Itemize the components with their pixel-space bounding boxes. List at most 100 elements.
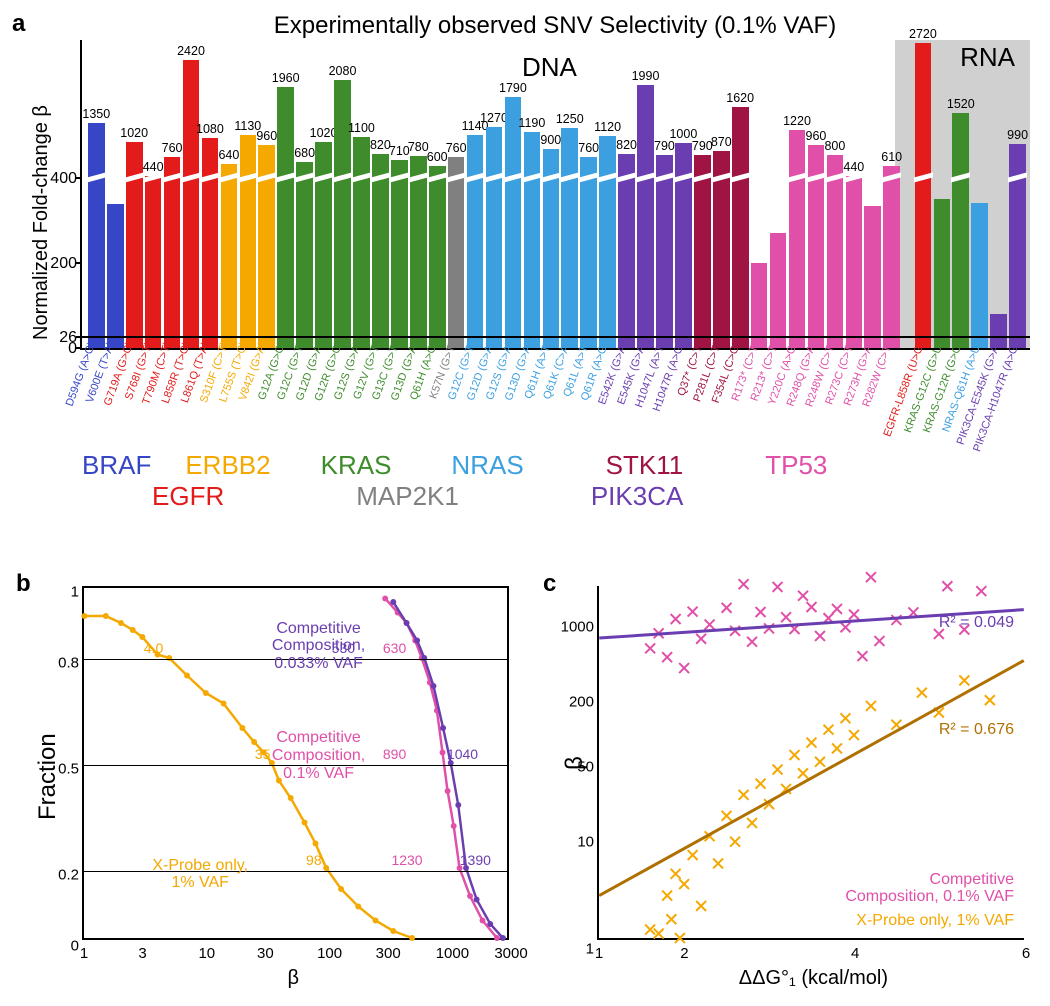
- bar-value: 1990: [632, 69, 660, 83]
- bottom-row: b Fraction β 00.20.50.811310301003001000…: [10, 570, 1040, 990]
- bar: [971, 203, 988, 348]
- y-tick: 0: [44, 938, 79, 955]
- bars-container: 1350102044076024201080640113096019606801…: [88, 40, 1026, 348]
- x-tick: 2: [680, 945, 688, 962]
- bar: 900: [543, 149, 560, 348]
- dna-label: DNA: [522, 52, 577, 83]
- y-tick: 0.2: [44, 867, 79, 884]
- x-tick: 30: [257, 945, 274, 962]
- bar: 2720: [915, 43, 932, 348]
- x-tick: 1: [80, 945, 88, 962]
- bar: 870: [713, 151, 730, 348]
- bar-value: 1250: [556, 112, 584, 126]
- chart-b-area: 00.20.50.81131030100300100030004.0359853…: [82, 586, 509, 940]
- bar: 1130: [240, 135, 257, 348]
- y-tick: 1000: [559, 619, 594, 636]
- bar-value: 1790: [499, 81, 527, 95]
- x-tick: 1: [595, 945, 603, 962]
- bar-value: 960: [806, 129, 827, 143]
- threshold-line: [82, 336, 1030, 338]
- x-tick: 3000: [494, 945, 527, 962]
- annotation: 1230: [391, 852, 422, 868]
- bar: 1990: [637, 85, 654, 348]
- panel-a-title: Experimentally observed SNV Selectivity …: [70, 10, 1040, 40]
- annotation: 35: [255, 746, 271, 762]
- bar: 1620: [732, 107, 749, 348]
- y-tick: 26: [32, 329, 77, 347]
- bar: 960: [258, 145, 275, 348]
- bar: [107, 204, 124, 349]
- bar-value: 760: [446, 141, 467, 155]
- bar-value: 2420: [177, 44, 205, 58]
- bar: [770, 233, 787, 348]
- series-label: CompetitiveComposition,0.1% VAF: [272, 729, 365, 782]
- series-label: X-Probe only,1% VAF: [152, 857, 248, 892]
- bar: 960: [808, 145, 825, 348]
- gene-label: STK11: [606, 450, 684, 481]
- bar-value: 1350: [82, 107, 110, 121]
- bar: 1220: [789, 130, 806, 348]
- bar: 1270: [486, 127, 503, 348]
- panel-a-ylabel: Normalized Fold-change β: [30, 105, 53, 340]
- y-tick: 400: [32, 170, 77, 188]
- bar: 1960: [277, 87, 294, 348]
- series-label: CompetitiveComposition, 0.1% VAF: [845, 871, 1014, 906]
- bar: 610: [883, 166, 900, 348]
- rna-label: RNA: [960, 42, 1015, 73]
- series-label: CompetitiveComposition,0.033% VAF: [272, 620, 365, 673]
- bar: 760: [164, 157, 181, 348]
- gene-legend: BRAFERBB2KRASNRASSTK11TP53EGFRMAP2K1PIK3…: [70, 450, 890, 512]
- bar-value: 600: [427, 150, 448, 164]
- panel-b-xlabel: β: [287, 967, 299, 990]
- gene-label: NRAS: [451, 450, 523, 481]
- r2-label: R² = 0.049: [939, 614, 1014, 632]
- y-tick: 0.5: [44, 761, 79, 778]
- bar: 600: [429, 166, 446, 348]
- bar-value: 900: [540, 133, 561, 147]
- bar-value: 1620: [726, 91, 754, 105]
- bar: 1250: [561, 128, 578, 348]
- bar: [864, 206, 881, 348]
- annotation: 98: [306, 852, 322, 868]
- bar-value: 1120: [594, 120, 621, 134]
- bar: 1350: [88, 123, 105, 348]
- bar: 710: [391, 160, 408, 348]
- bar: 800: [827, 155, 844, 348]
- y-tick: 50: [559, 758, 594, 775]
- annotation: 1040: [447, 746, 478, 762]
- bar: 680: [296, 162, 313, 348]
- r2-label: R² = 0.676: [939, 721, 1014, 739]
- annotation: 890: [383, 746, 406, 762]
- bar-value: 1100: [348, 121, 375, 135]
- series-label: X-Probe only, 1% VAF: [856, 912, 1014, 930]
- panel-a: a Experimentally observed SNV Selectivit…: [10, 10, 1040, 570]
- y-tick: 200: [32, 255, 77, 273]
- bar-value: 1960: [272, 71, 300, 85]
- gene-label: MAP2K1: [356, 481, 459, 512]
- bar: 820: [372, 154, 389, 349]
- panel-c: c β ΔΔG°₁ (kcal/mol) 1105020010001246R² …: [525, 570, 1040, 990]
- x-tick: 6: [1022, 945, 1030, 962]
- bar-value: 2720: [909, 27, 937, 41]
- bar-value: 440: [143, 160, 164, 174]
- bar: 760: [580, 157, 597, 348]
- bar-value: 760: [578, 141, 599, 155]
- bar-value: 1520: [947, 97, 975, 111]
- bar-value: 1220: [783, 114, 811, 128]
- bar-value: 1020: [120, 126, 148, 140]
- gene-label: ERBB2: [185, 450, 270, 481]
- gene-label: KRAS: [321, 450, 392, 481]
- bar-value: 820: [370, 138, 391, 152]
- bar: 790: [656, 155, 673, 348]
- panel-c-xlabel: ΔΔG°₁ (kcal/mol): [739, 967, 888, 990]
- annotation: 630: [383, 640, 406, 656]
- bar-value: 1190: [518, 116, 545, 130]
- bar: 820: [618, 154, 635, 349]
- bar: 1100: [353, 137, 370, 348]
- y-tick: 10: [559, 833, 594, 850]
- bar: 1080: [202, 138, 219, 348]
- bar: 640: [221, 164, 238, 348]
- annotation: 4.0: [144, 640, 163, 656]
- y-tick: 1: [44, 584, 79, 601]
- bar-value: 820: [616, 138, 637, 152]
